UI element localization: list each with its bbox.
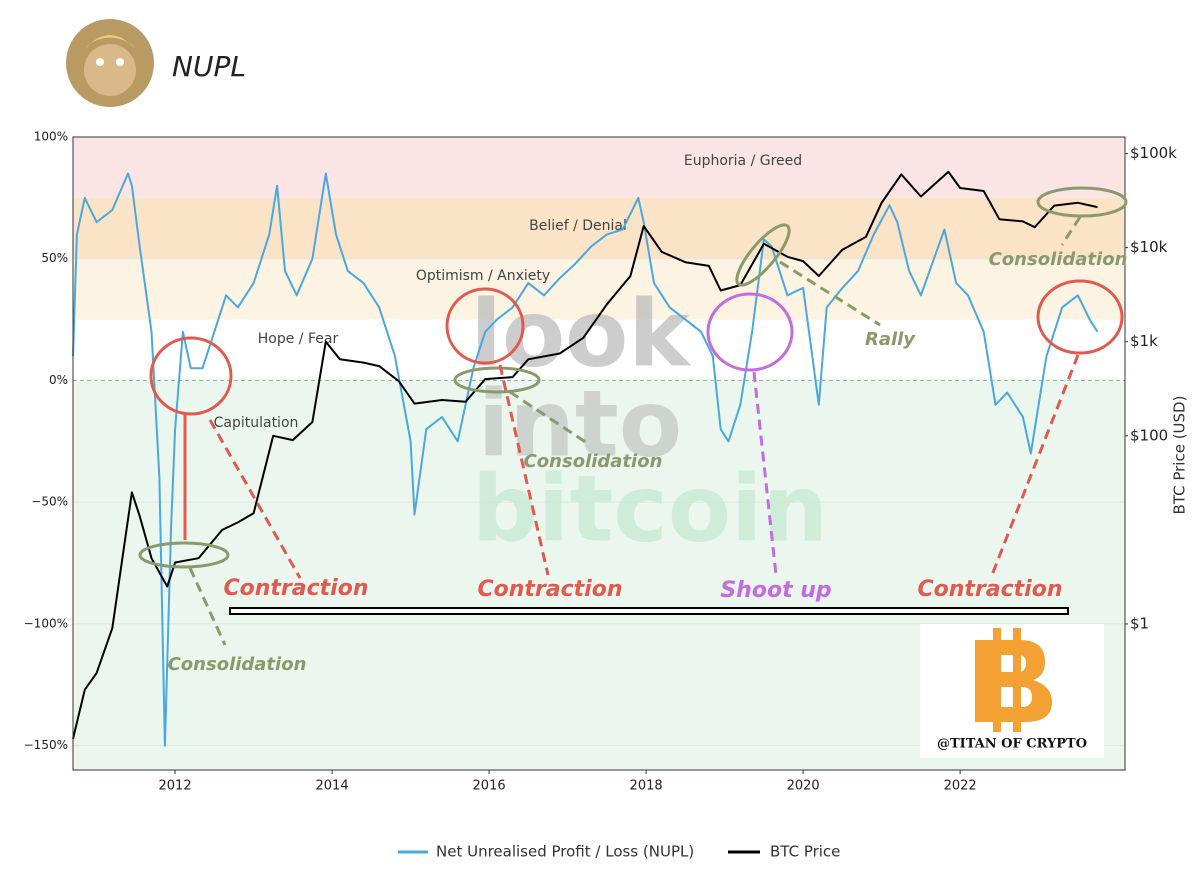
legend-label: Net Unrealised Profit / Loss (NUPL)	[436, 843, 694, 861]
axes: 100% 50% 0% −50% −100% −150% $100k $10k $1k $100 $…	[24, 130, 1178, 794]
logo-text: @TITAN OF CRYPTO	[937, 737, 1087, 752]
logo-b	[975, 640, 1052, 722]
zone-label: Hope / Fear	[258, 331, 339, 347]
zone-label: Capitulation	[214, 415, 299, 431]
ellipse	[149, 336, 233, 416]
zone-label: Euphoria / Greed	[684, 153, 802, 169]
arrow	[990, 354, 1080, 576]
avatar-hair	[80, 35, 140, 55]
avatar-eye	[96, 58, 104, 66]
page-title: NUPL	[172, 50, 246, 83]
y2-tick-label: $100k	[1130, 144, 1177, 162]
y2-tick-label: $1k	[1130, 332, 1158, 350]
ellipse	[138, 541, 230, 569]
y2-axis-label: BTC Price (USD)	[1171, 396, 1189, 515]
x-tick-label: 2018	[630, 779, 663, 794]
arrow	[208, 419, 302, 579]
annotation: Shoot up	[720, 578, 831, 603]
y2-tick-label: $10k	[1130, 238, 1168, 256]
bracket	[229, 607, 1069, 615]
zone	[73, 319, 1125, 381]
annotation: Contraction	[477, 577, 622, 602]
annotation: Rally	[865, 329, 916, 350]
ellipse	[453, 366, 541, 394]
zone-label: Belief / Denial	[529, 218, 627, 234]
zone-label: Optimism / Anxiety	[416, 268, 550, 284]
ellipse	[1036, 186, 1128, 218]
annotation: Contraction	[917, 577, 1062, 602]
annotation: Consolidation	[168, 654, 307, 675]
y-tick-label: −50%	[31, 495, 68, 509]
x-tick-label: 2014	[316, 779, 349, 794]
arrow	[1060, 216, 1082, 246]
y-tick-label: 50%	[41, 251, 68, 265]
arrow	[779, 260, 881, 327]
ellipse	[735, 223, 791, 287]
arrow	[498, 364, 550, 576]
y-tick-label: 100%	[34, 130, 68, 144]
ellipse	[1036, 279, 1124, 355]
avatar-eye	[116, 58, 124, 66]
y-tick-label: −150%	[24, 738, 68, 752]
x-tick-label: 2022	[944, 779, 977, 794]
watermark-text: into	[478, 370, 682, 477]
annotation: Consolidation	[524, 451, 663, 472]
x-tick-label: 2012	[159, 779, 192, 794]
series-line	[72, 170, 1098, 740]
arrow	[188, 567, 227, 646]
y-tick-label: 0%	[49, 373, 68, 387]
y2-tick-label: $1	[1130, 614, 1149, 632]
annotation: Contraction	[223, 576, 368, 601]
logo: @TITAN OF CRYPTO	[920, 624, 1104, 758]
x-tick-label: 2020	[787, 779, 820, 794]
legend-label: BTC Price	[770, 843, 840, 861]
y2-tick-label: $100	[1130, 426, 1168, 444]
ellipse	[706, 292, 794, 372]
zone	[73, 197, 1125, 259]
ellipse	[445, 287, 525, 365]
arrow	[752, 371, 778, 576]
lines	[72, 170, 1099, 747]
series-line	[72, 172, 1099, 747]
x-tick-label: 2016	[473, 779, 506, 794]
zone	[73, 258, 1125, 320]
annotation: Consolidation	[989, 249, 1128, 270]
y-tick-label: −100%	[24, 616, 68, 630]
annotations	[138, 186, 1128, 646]
avatar-face	[84, 44, 136, 96]
plot-frame	[72, 136, 1126, 771]
zone	[73, 137, 1125, 198]
